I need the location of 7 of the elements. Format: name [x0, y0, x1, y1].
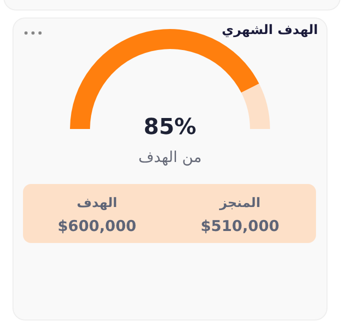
- annotation: الهدف: [76, 196, 118, 211]
- annotation: $510,000: [200, 217, 280, 235]
- value-label: 85%: [144, 115, 196, 140]
- annotation: المنجز: [220, 196, 260, 211]
- annotation: من الهدف: [138, 148, 202, 166]
- title: الهدف الشهري: [222, 23, 318, 38]
- annotation: $600,000: [58, 217, 136, 235]
